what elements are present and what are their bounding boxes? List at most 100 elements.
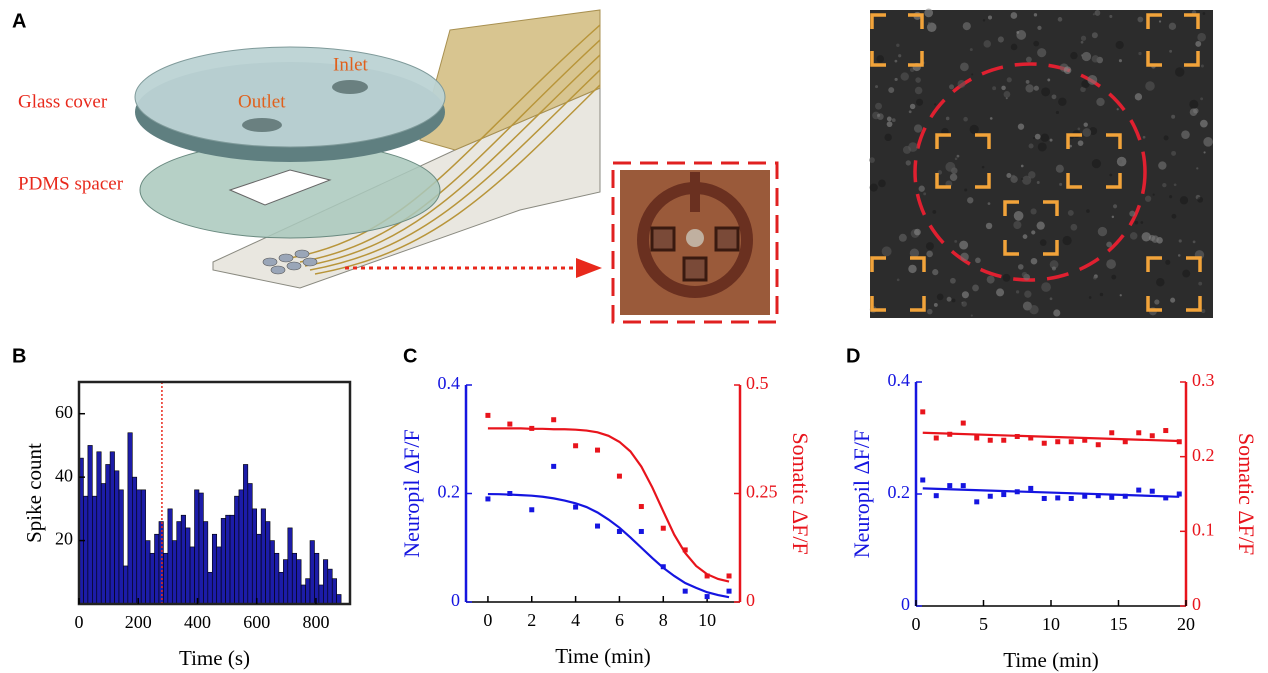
texture — [1162, 183, 1166, 187]
data-point — [595, 448, 600, 453]
data-point — [974, 499, 979, 504]
texture — [888, 87, 894, 93]
texture — [1082, 128, 1091, 137]
bar — [88, 445, 92, 604]
texture — [927, 309, 933, 315]
bar — [163, 553, 167, 604]
x-tick-label: 200 — [125, 612, 152, 632]
texture — [1093, 276, 1097, 280]
texture — [1143, 136, 1146, 139]
bar — [146, 541, 150, 604]
texture — [1172, 214, 1177, 219]
data-point — [1136, 488, 1141, 493]
texture — [972, 285, 979, 292]
texture — [1129, 211, 1135, 217]
texture — [1082, 52, 1091, 61]
texture — [971, 73, 973, 75]
texture — [1081, 36, 1086, 41]
texture — [1021, 165, 1024, 168]
texture — [1029, 305, 1038, 314]
data-point — [947, 483, 952, 488]
texture — [987, 276, 995, 284]
texture — [1023, 234, 1028, 239]
outlet-hole — [242, 118, 282, 132]
texture — [1031, 208, 1037, 214]
y-tick-label: 0.2 — [888, 482, 911, 502]
y2-tick-label: 0.25 — [746, 482, 778, 502]
data-point — [1055, 439, 1060, 444]
texture — [1145, 81, 1155, 91]
texture — [1087, 75, 1097, 85]
texture — [1078, 140, 1084, 146]
label-pdms-spacer: PDMS spacer — [18, 173, 124, 194]
bar — [234, 496, 238, 604]
bar — [199, 493, 203, 604]
texture — [1011, 44, 1018, 51]
bar — [137, 490, 141, 604]
texture — [1034, 13, 1037, 16]
texture — [1058, 98, 1066, 106]
data-point — [617, 474, 622, 479]
texture — [1001, 86, 1005, 90]
data-point — [595, 524, 600, 529]
texture — [963, 117, 968, 122]
texture — [1041, 282, 1051, 292]
texture — [1095, 10, 1101, 16]
x-tick-label: 10 — [1042, 614, 1060, 634]
texture — [957, 155, 960, 158]
texture — [1164, 135, 1169, 140]
data-point — [1069, 439, 1074, 444]
bar — [274, 553, 278, 604]
label-glass-cover: Glass cover — [18, 91, 108, 112]
bar — [226, 515, 230, 604]
texture — [1068, 210, 1074, 216]
y-tick-label: 0 — [451, 590, 460, 610]
texture — [950, 174, 957, 181]
texture — [892, 118, 896, 122]
bar — [115, 471, 119, 604]
y-tick-label: 0.4 — [438, 373, 461, 393]
texture — [1109, 174, 1112, 177]
texture — [1035, 134, 1041, 140]
bar — [181, 515, 185, 604]
bar — [239, 490, 243, 604]
texture — [908, 265, 916, 273]
texture — [1092, 159, 1101, 168]
data-point — [683, 589, 688, 594]
texture — [1137, 17, 1143, 23]
texture — [932, 269, 938, 275]
texture — [982, 166, 985, 169]
texture — [878, 180, 886, 188]
texture — [1050, 139, 1053, 142]
data-point — [1136, 430, 1141, 435]
x-tick-label: 0 — [912, 614, 921, 634]
texture — [1130, 232, 1138, 240]
texture — [875, 85, 878, 88]
texture — [901, 72, 909, 80]
texture — [914, 229, 921, 236]
electrode-center — [686, 229, 704, 247]
texture — [934, 303, 938, 307]
texture — [1047, 79, 1050, 82]
texture — [876, 55, 884, 63]
texture — [1028, 171, 1035, 178]
bar — [230, 515, 234, 604]
texture — [1201, 65, 1204, 68]
y-axis-title: Spike count — [22, 443, 46, 543]
microscope-image — [869, 9, 1213, 318]
texture — [1100, 293, 1103, 296]
y-tick-label: 0.2 — [438, 482, 461, 502]
texture — [1182, 270, 1190, 278]
texture — [958, 80, 966, 88]
texture — [1203, 12, 1206, 15]
texture — [910, 104, 915, 109]
texture — [1089, 296, 1092, 299]
texture — [1154, 299, 1159, 304]
y-axis-title: Neuropil ΔF/F — [399, 429, 424, 557]
glass-cover — [135, 47, 445, 147]
bar — [248, 483, 252, 604]
texture — [923, 192, 926, 195]
texture — [1169, 23, 1176, 30]
x-tick-label: 5 — [979, 614, 988, 634]
texture — [897, 279, 900, 282]
